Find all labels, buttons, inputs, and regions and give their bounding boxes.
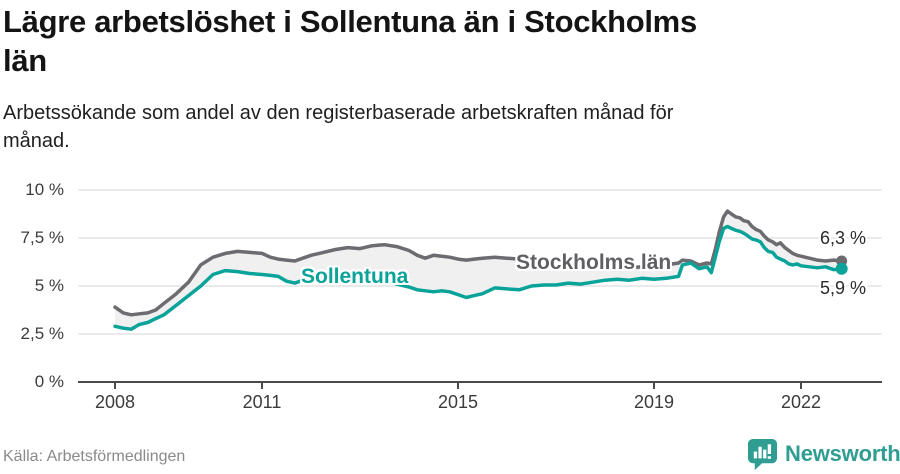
end-dot-sollentuna: [835, 262, 848, 275]
source-note: Källa: Arbetsförmedlingen: [3, 448, 186, 465]
y-axis-label: 5 %: [34, 276, 64, 295]
y-axis-label: 7,5 %: [20, 228, 64, 247]
chart-title: Lägre arbetslöshet i Sollentuna än i Sto…: [3, 4, 697, 78]
band-between-series: [115, 211, 842, 330]
end-value-label-sollentuna: 5,9 %: [819, 278, 866, 298]
x-axis-label: 2015: [437, 392, 479, 412]
x-axis-label: 2019: [633, 392, 675, 412]
line-stockholms-lan: [113, 209, 844, 317]
x-axis-label: 2011: [242, 392, 282, 412]
y-axis-label: 10 %: [25, 180, 64, 199]
chart-subtitle: Arbetssökande som andel av den registerb…: [3, 102, 674, 152]
newsworthy-logo: Newsworthy: [747, 438, 900, 470]
y-axis-label: 2,5 %: [20, 324, 64, 343]
y-axis-label: 0 %: [34, 372, 64, 391]
x-axis-label: 2022: [780, 392, 822, 412]
line-sollentuna: [113, 224, 844, 331]
series-label-sollentuna: Sollentuna: [301, 265, 409, 288]
end-value-label-stockholms-lan: 6,3 %: [819, 228, 866, 248]
brand-name: Newsworthy: [785, 441, 900, 466]
newsworthy-bubble-chart-icon: [747, 438, 778, 470]
x-axis-label: 2008: [94, 392, 136, 412]
series-label-stockholms-lan: Stockholms län: [516, 251, 672, 274]
